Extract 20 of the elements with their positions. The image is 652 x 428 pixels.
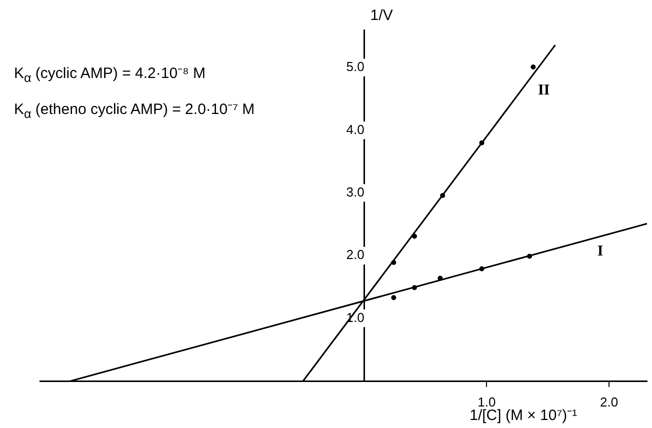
point [440,192,446,198]
point [391,260,396,266]
point [438,276,443,281]
y-tick-label: 2.0 [346,247,364,262]
y-axis-title: 1/V [370,7,393,24]
y-tick-label: 5.0 [346,59,364,74]
point [479,140,484,146]
point [391,295,396,300]
point [412,285,417,290]
y-tick-label: 3.0 [346,184,364,200]
y-tick-label: 4.0 [346,122,364,137]
annotation: K$_{α}$ (etheno cyclic AMP) = 2.0·10⁻⁷ M [14,100,255,121]
series-label: II [538,82,550,99]
point [527,254,532,259]
x-axis-title: 1/[C] (M × 10⁷)⁻¹ [470,407,578,424]
point [479,266,484,272]
annotation: K$_{α}$ (cyclic AMP) = 4.2·10⁻⁸ M [14,64,206,85]
point [530,64,536,70]
series-label: I [597,243,604,260]
point [412,234,417,239]
